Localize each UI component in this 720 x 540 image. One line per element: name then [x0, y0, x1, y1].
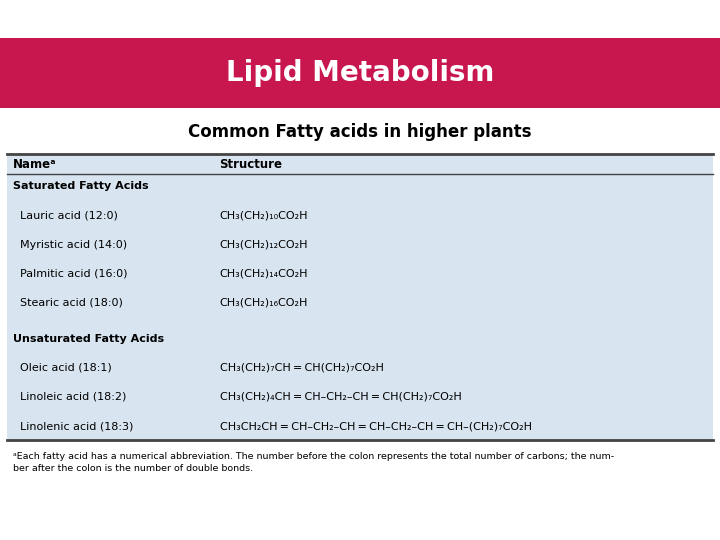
- Text: Structure: Structure: [220, 158, 283, 171]
- Text: ber after the colon is the number of double bonds.: ber after the colon is the number of dou…: [13, 464, 253, 473]
- Text: Nameᵃ: Nameᵃ: [13, 158, 56, 171]
- Text: Lipid Metabolism: Lipid Metabolism: [226, 59, 494, 87]
- Text: Unsaturated Fatty Acids: Unsaturated Fatty Acids: [13, 334, 164, 343]
- Text: CH₃(CH₂)₁₀CO₂H: CH₃(CH₂)₁₀CO₂H: [220, 211, 308, 220]
- Text: CH₃(CH₂)₇CH ═ CH(CH₂)₇CO₂H: CH₃(CH₂)₇CH ═ CH(CH₂)₇CO₂H: [220, 363, 384, 373]
- Text: CH₃(CH₂)₄CH ═ CH–CH₂–CH ═ CH(CH₂)₇CO₂H: CH₃(CH₂)₄CH ═ CH–CH₂–CH ═ CH(CH₂)₇CO₂H: [220, 392, 462, 402]
- Text: CH₃(CH₂)₁₆CO₂H: CH₃(CH₂)₁₆CO₂H: [220, 298, 308, 308]
- Text: CH₃(CH₂)₁₂CO₂H: CH₃(CH₂)₁₂CO₂H: [220, 240, 308, 249]
- Text: CH₃(CH₂)₁₄CO₂H: CH₃(CH₂)₁₄CO₂H: [220, 269, 308, 279]
- Text: Myristic acid (14:0): Myristic acid (14:0): [13, 240, 127, 249]
- Text: ᵃEach fatty acid has a numerical abbreviation. The number before the colon repre: ᵃEach fatty acid has a numerical abbrevi…: [13, 452, 614, 461]
- Text: Common Fatty acids in higher plants: Common Fatty acids in higher plants: [188, 123, 532, 141]
- FancyBboxPatch shape: [0, 38, 720, 108]
- Text: Stearic acid (18:0): Stearic acid (18:0): [13, 298, 123, 308]
- Text: CH₃CH₂CH ═ CH–CH₂–CH ═ CH–CH₂–CH ═ CH–(CH₂)₇CO₂H: CH₃CH₂CH ═ CH–CH₂–CH ═ CH–CH₂–CH ═ CH–(C…: [220, 421, 531, 431]
- Text: Linolenic acid (18:3): Linolenic acid (18:3): [13, 421, 133, 431]
- Text: Oleic acid (18:1): Oleic acid (18:1): [13, 363, 112, 373]
- Text: Linoleic acid (18:2): Linoleic acid (18:2): [13, 392, 126, 402]
- Text: Palmitic acid (16:0): Palmitic acid (16:0): [13, 269, 127, 279]
- FancyBboxPatch shape: [7, 154, 713, 440]
- Text: Lauric acid (12:0): Lauric acid (12:0): [13, 211, 118, 220]
- Text: Saturated Fatty Acids: Saturated Fatty Acids: [13, 181, 148, 191]
